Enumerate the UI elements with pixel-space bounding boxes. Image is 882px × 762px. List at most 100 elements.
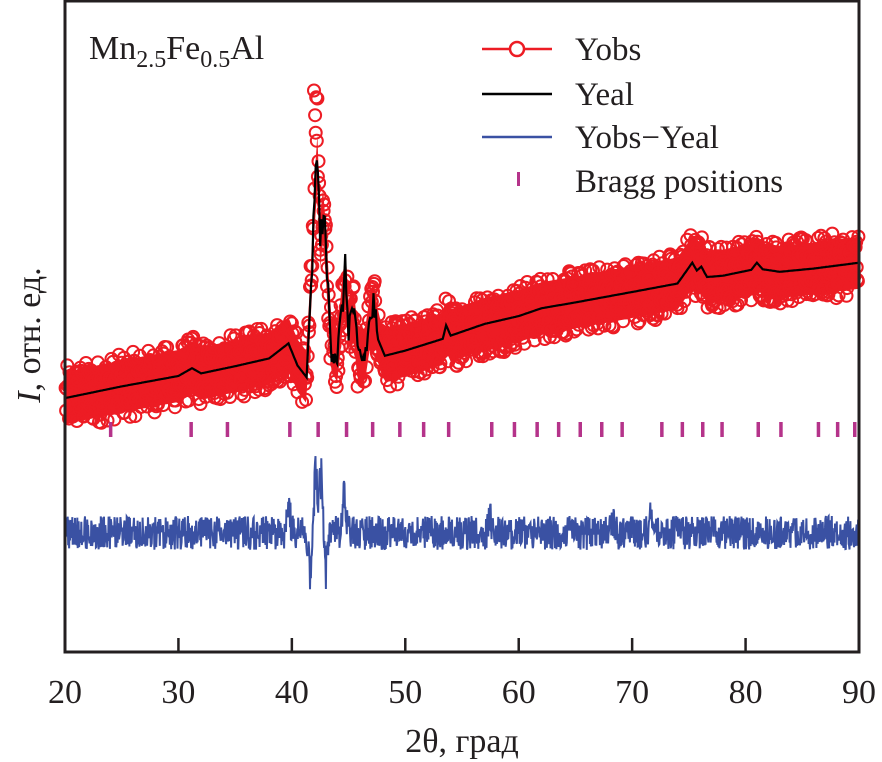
yobs-point — [311, 154, 326, 169]
chart-title: Mn2.5Fe0.5Al — [89, 30, 264, 73]
title-subscript: 0.5 — [200, 47, 230, 73]
bragg-tick — [556, 422, 561, 437]
yobs-point — [677, 294, 692, 308]
bragg-tick — [398, 422, 402, 437]
yobs-point — [329, 380, 344, 394]
legend-item-diff: Yobs−Yeal — [482, 120, 719, 156]
yobs-point — [345, 315, 360, 329]
yobs-point — [308, 125, 323, 140]
yobs-point — [425, 360, 440, 375]
legend-label-bragg: Bragg positions — [575, 164, 783, 200]
yobs-point — [455, 302, 469, 317]
yobs-point — [592, 260, 607, 275]
x-axis-ticks: 20 30 40 50 60 70 80 90 — [48, 638, 876, 711]
bragg-tick — [835, 422, 840, 437]
yobs-point — [123, 409, 138, 424]
bragg-tick — [600, 422, 604, 437]
yobs-point — [348, 344, 363, 359]
bragg-tick — [512, 422, 517, 437]
legend-bragg-tick — [517, 172, 520, 186]
yobs-point — [160, 340, 175, 355]
yobs-point — [759, 237, 774, 251]
bragg-tick — [660, 422, 664, 437]
bragg-tick — [701, 422, 705, 437]
yobs-point — [811, 230, 826, 245]
yobs-point — [769, 252, 784, 267]
series-yobs — [58, 83, 866, 430]
yobs-point — [358, 373, 372, 388]
x-tick-label: 40 — [275, 674, 309, 711]
yobs-point — [839, 288, 854, 303]
bragg-tick — [288, 422, 292, 437]
yobs-point — [419, 362, 434, 377]
yobs-point — [786, 260, 801, 275]
yobs-point — [107, 412, 122, 427]
yobs-point — [616, 314, 631, 329]
yobs-point — [818, 281, 832, 296]
bragg-tick — [680, 422, 685, 437]
legend-label-yeal: Yeal — [575, 77, 634, 113]
yobs-point — [308, 108, 323, 123]
yobs-point — [234, 387, 249, 402]
bragg-tick — [779, 422, 783, 437]
yobs-point — [324, 300, 338, 315]
yobs-point — [768, 235, 783, 250]
yobs-point — [236, 368, 251, 383]
legend-yobs-marker — [508, 40, 526, 58]
yobs-point — [94, 415, 109, 430]
bragg-tick — [189, 422, 193, 437]
title-part: Al — [230, 30, 264, 67]
bragg-tick — [535, 422, 539, 437]
series-yobs-minus-yeal-line — [64, 456, 860, 590]
bragg-tick — [344, 422, 349, 437]
yobs-point — [707, 252, 722, 266]
yobs-point — [168, 400, 182, 415]
bragg-tick — [108, 422, 113, 437]
plot-frame — [63, 0, 861, 654]
legend-item-yeal: Yeal — [482, 77, 634, 113]
yobs-point — [390, 377, 405, 392]
x-tick-label: 50 — [388, 674, 422, 711]
yobs-point — [126, 344, 141, 359]
title-part: Fe — [166, 30, 200, 67]
x-tick-label: 30 — [161, 674, 195, 711]
legend-item-bragg: Bragg positions — [517, 164, 783, 200]
legend: Yobs Yeal Yobs−Yeal Bragg positions — [482, 32, 783, 200]
yobs-point — [840, 281, 855, 296]
bragg-tick — [225, 422, 230, 437]
yobs-point — [578, 263, 593, 278]
yobs-point — [628, 309, 642, 324]
yobs-point — [606, 320, 621, 335]
bragg-tick — [756, 422, 760, 437]
yobs-point — [760, 292, 775, 307]
yobs-point — [433, 356, 448, 371]
bragg-tick — [446, 422, 451, 437]
yobs-point — [831, 288, 846, 303]
legend-label-yobs: Yobs — [575, 32, 641, 68]
yobs-point — [310, 91, 325, 106]
yobs-point — [307, 83, 321, 98]
yobs-point — [397, 363, 412, 377]
bragg-tick — [620, 422, 624, 437]
yobs-point — [340, 269, 355, 284]
x-tick-label: 20 — [48, 674, 82, 711]
yobs-point — [167, 352, 182, 367]
bragg-tick — [816, 422, 821, 437]
y-axis-label-units: , отн. ед. — [11, 267, 48, 391]
yobs-point — [597, 318, 612, 333]
x-tick-label: 60 — [502, 674, 536, 711]
x-tick-label: 70 — [615, 674, 649, 711]
title-part: Mn — [89, 30, 136, 67]
yobs-point — [331, 363, 346, 378]
yobs-point — [299, 392, 313, 407]
yobs-point — [84, 363, 99, 378]
title-subscript: 2.5 — [136, 47, 166, 73]
legend-item-yobs: Yobs — [482, 32, 641, 68]
yobs-point — [351, 361, 366, 376]
yobs-point — [367, 274, 382, 289]
plot-area — [58, 83, 866, 590]
x-axis-label: 2θ, град — [405, 723, 519, 760]
y-axis-label-symbol: I — [11, 390, 48, 404]
yobs-point — [486, 325, 501, 339]
yobs-point — [147, 405, 162, 420]
